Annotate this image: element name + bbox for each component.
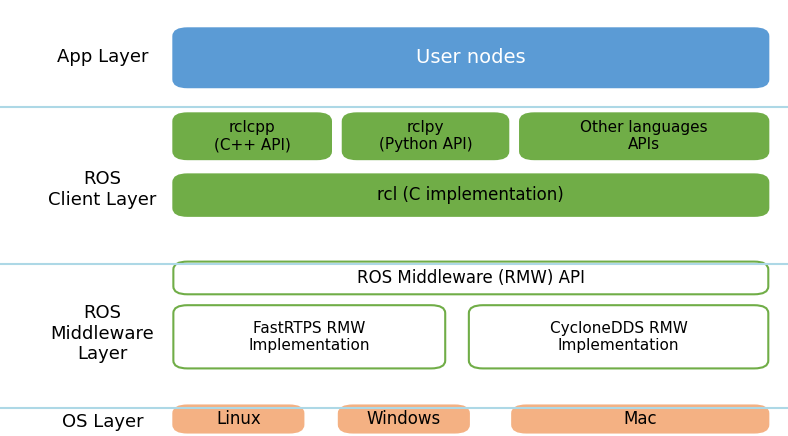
Text: ROS
Middleware
Layer: ROS Middleware Layer bbox=[50, 304, 154, 363]
FancyBboxPatch shape bbox=[173, 174, 768, 216]
FancyBboxPatch shape bbox=[173, 113, 331, 159]
Text: rcl (C implementation): rcl (C implementation) bbox=[377, 186, 564, 204]
FancyBboxPatch shape bbox=[173, 28, 768, 87]
Text: Windows: Windows bbox=[366, 410, 441, 428]
Text: FastRTPS RMW
Implementation: FastRTPS RMW Implementation bbox=[248, 320, 370, 353]
Text: Other languages
APIs: Other languages APIs bbox=[581, 120, 708, 153]
FancyBboxPatch shape bbox=[469, 305, 768, 368]
FancyBboxPatch shape bbox=[339, 405, 469, 433]
FancyBboxPatch shape bbox=[343, 113, 508, 159]
Text: App Layer: App Layer bbox=[57, 48, 148, 66]
FancyBboxPatch shape bbox=[173, 262, 768, 294]
Text: User nodes: User nodes bbox=[416, 48, 526, 67]
Text: CycloneDDS RMW
Implementation: CycloneDDS RMW Implementation bbox=[550, 320, 687, 353]
Text: ROS Middleware (RMW) API: ROS Middleware (RMW) API bbox=[357, 269, 585, 287]
Text: rclpy
(Python API): rclpy (Python API) bbox=[379, 120, 472, 153]
Text: Mac: Mac bbox=[623, 410, 657, 428]
Text: Linux: Linux bbox=[216, 410, 261, 428]
FancyBboxPatch shape bbox=[173, 305, 445, 368]
Text: ROS
Client Layer: ROS Client Layer bbox=[48, 170, 157, 209]
Text: rclcpp
(C++ API): rclcpp (C++ API) bbox=[214, 120, 291, 153]
FancyBboxPatch shape bbox=[520, 113, 768, 159]
FancyBboxPatch shape bbox=[512, 405, 768, 433]
Text: OS Layer: OS Layer bbox=[61, 412, 143, 431]
FancyBboxPatch shape bbox=[173, 405, 303, 433]
